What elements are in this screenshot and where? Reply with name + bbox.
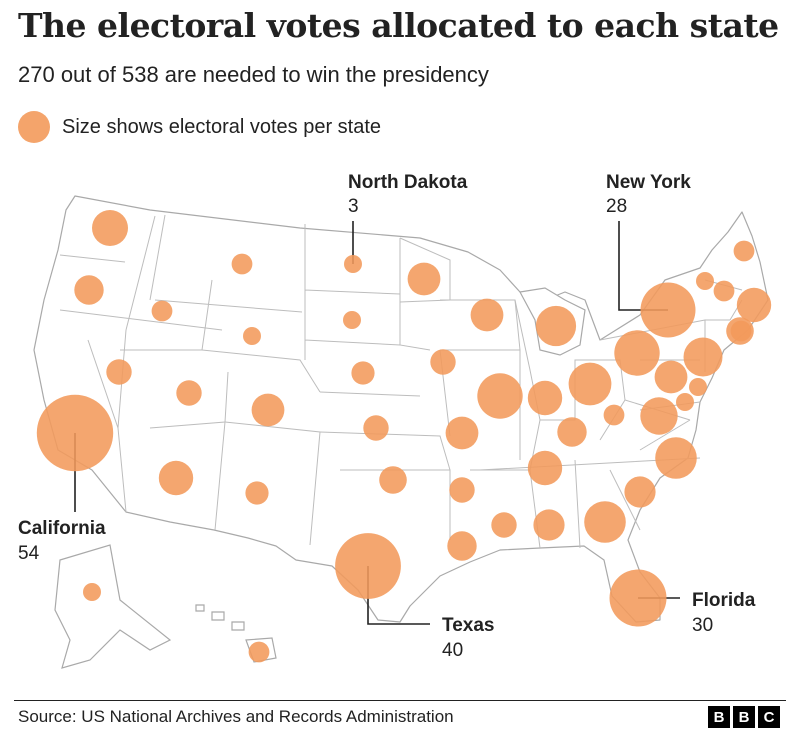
state-bubble-ms <box>491 512 517 538</box>
california-value: 54 <box>18 543 40 564</box>
state-bubble-ma <box>736 287 772 323</box>
us-map: North Dakota 3 New York 28 California 54… <box>18 172 772 669</box>
state-bubble-wy <box>243 327 261 345</box>
state-bubble-nc <box>655 437 697 479</box>
state-bubble-il <box>477 373 523 419</box>
alaska-outline <box>54 544 172 669</box>
bbc-logo: B B C <box>708 706 780 728</box>
state-bubble-ok <box>379 466 407 494</box>
state-bubble-pa <box>614 330 660 376</box>
state-bubble-mt <box>231 253 253 275</box>
new-york-value: 28 <box>606 196 627 217</box>
texas-value: 40 <box>442 640 463 661</box>
north-dakota-label: North Dakota <box>348 172 468 193</box>
state-bubble-de <box>689 378 707 396</box>
state-bubble-nm <box>245 481 269 505</box>
legend-label: Size shows electoral votes per state <box>62 115 382 138</box>
state-bubble-al <box>533 509 565 541</box>
state-bubble-nh <box>713 280 735 302</box>
state-bubble-nd <box>344 255 362 273</box>
state-bubble-wv <box>603 404 625 426</box>
florida-label: Florida <box>692 590 756 611</box>
texas-label: Texas <box>442 615 494 636</box>
state-bubble-oh <box>568 362 612 406</box>
state-bubble-me <box>733 240 755 262</box>
state-bubble-la <box>447 531 477 561</box>
bubbles-layer <box>36 210 772 663</box>
state-bubble-wa <box>92 210 128 246</box>
state-bubble-nj <box>683 337 723 377</box>
state-bubble-dc <box>676 393 694 411</box>
bbc-logo-letter: C <box>758 706 780 728</box>
state-bubble-ne <box>351 361 375 385</box>
state-bubble-id <box>151 300 173 322</box>
state-bubble-wi <box>470 298 504 332</box>
state-bubble-mo <box>445 416 479 450</box>
state-bubble-hi <box>248 641 270 663</box>
state-bubble-ak <box>83 583 101 601</box>
source-note: Source: US National Archives and Records… <box>18 707 454 726</box>
state-bubble-in <box>527 380 563 416</box>
legend: Size shows electoral votes per state <box>18 111 381 143</box>
california-label: California <box>18 518 106 539</box>
state-bubble-ia <box>430 349 456 375</box>
state-bubble-ks <box>363 415 389 441</box>
state-bubble-fl <box>609 569 667 627</box>
state-bubble-nv <box>106 359 132 385</box>
north-dakota-value: 3 <box>348 196 359 217</box>
state-bubble-mn <box>407 262 441 296</box>
state-bubble-vt <box>696 272 714 290</box>
state-bubble-sd <box>343 311 361 329</box>
state-bubble-sc <box>624 476 656 508</box>
chart-title: The electoral votes allocated to each st… <box>18 6 779 45</box>
state-bubble-ar <box>449 477 475 503</box>
bbc-logo-letter: B <box>733 706 755 728</box>
state-bubble-va <box>640 397 678 435</box>
state-bubble-ut <box>176 380 202 406</box>
new-york-label: New York <box>606 172 691 193</box>
state-bubble-co <box>251 393 285 427</box>
florida-value: 30 <box>692 615 713 636</box>
state-bubble-ny <box>640 282 696 338</box>
state-bubble-tx <box>335 533 401 599</box>
state-bubble-az <box>158 460 194 496</box>
state-bubble-ky <box>557 417 587 447</box>
chart-subtitle: 270 out of 538 are needed to win the pre… <box>18 62 489 87</box>
state-bubble-mi <box>535 305 577 347</box>
state-bubble-md <box>654 360 688 394</box>
state-bubble-tn <box>527 450 563 486</box>
state-bubble-ri <box>730 320 752 342</box>
state-bubble-ca <box>36 394 114 472</box>
footer-divider <box>14 700 786 701</box>
bbc-logo-letter: B <box>708 706 730 728</box>
state-bubble-or <box>74 275 104 305</box>
state-bubble-ga <box>584 501 626 543</box>
legend-bubble-icon <box>18 111 50 143</box>
